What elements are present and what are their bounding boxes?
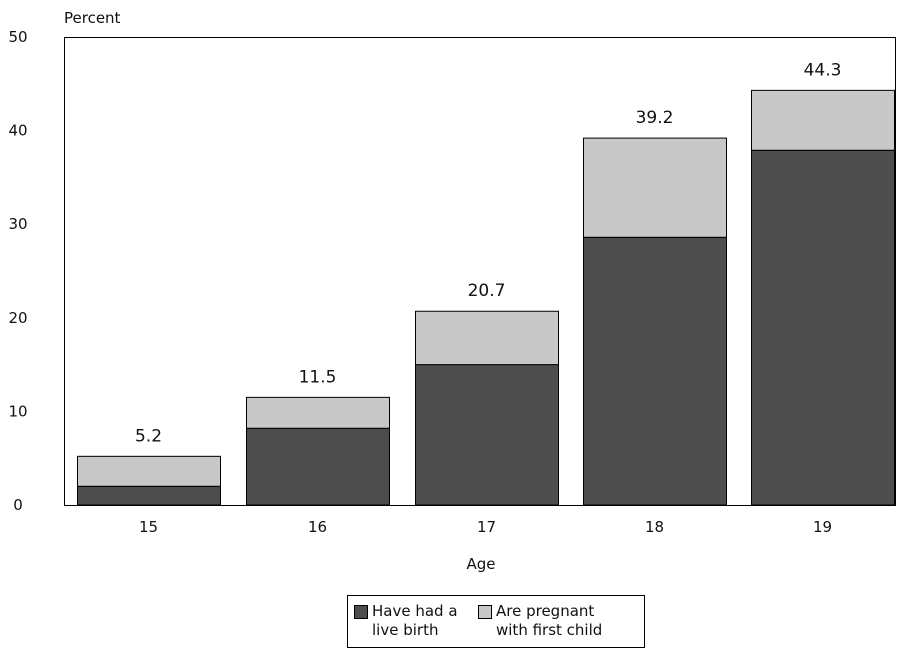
x-tick-label: 19: [813, 518, 832, 536]
x-tick-label: 18: [645, 518, 664, 536]
plot-area: [64, 37, 896, 506]
bar-total-label: 11.5: [299, 367, 337, 387]
bars-group: 5.2 11.5 20.7 39.2 44.3: [77, 60, 895, 506]
bar-total-label: 39.2: [636, 108, 674, 128]
legend-swatch-pregnant: [478, 605, 492, 619]
bar-live-birth: [415, 364, 559, 506]
x-axis-label: Age: [466, 555, 495, 573]
bar-live-birth: [246, 427, 390, 506]
y-axis: 0 10 20 30 40 50: [8, 28, 27, 514]
y-tick-label: 0: [13, 496, 23, 514]
bar-live-birth: [751, 149, 895, 506]
legend-label-live-birth: Have had a live birth: [372, 602, 458, 639]
x-tick-label: 15: [139, 518, 158, 536]
y-axis-label: Percent: [64, 9, 121, 27]
bar-live-birth: [583, 236, 727, 506]
bar-pregnant: [751, 89, 895, 151]
y-tick-label: 30: [8, 215, 27, 233]
bar-pregnant: [415, 310, 559, 366]
bar-total-label: 44.3: [804, 60, 842, 80]
y-tick-label: 40: [8, 122, 27, 140]
legend: Have had a live birth Are pregnant with …: [347, 595, 645, 648]
legend-item-live-birth: Have had a live birth: [354, 602, 484, 640]
x-tick-label: 17: [477, 518, 496, 536]
legend-swatch-live-birth: [354, 605, 368, 619]
y-tick-label: 50: [8, 28, 27, 46]
y-tick-label: 10: [8, 402, 27, 420]
x-tick-label: 16: [308, 518, 327, 536]
bar-total-label: 20.7: [468, 281, 506, 301]
legend-label-pregnant: Are pregnant with first child: [496, 602, 603, 639]
y-tick-label: 20: [8, 309, 27, 327]
x-axis: 15 16 17 18 19: [139, 518, 832, 536]
bar-pregnant: [77, 455, 221, 487]
legend-item-pregnant: Are pregnant with first child: [478, 602, 638, 640]
bar-pregnant: [246, 396, 390, 429]
bar-live-birth: [77, 485, 221, 506]
bar-pregnant: [583, 137, 727, 238]
bar-total-label: 5.2: [135, 426, 162, 446]
